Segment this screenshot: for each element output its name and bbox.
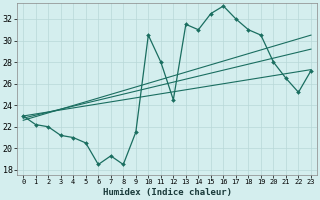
X-axis label: Humidex (Indice chaleur): Humidex (Indice chaleur) xyxy=(103,188,232,197)
